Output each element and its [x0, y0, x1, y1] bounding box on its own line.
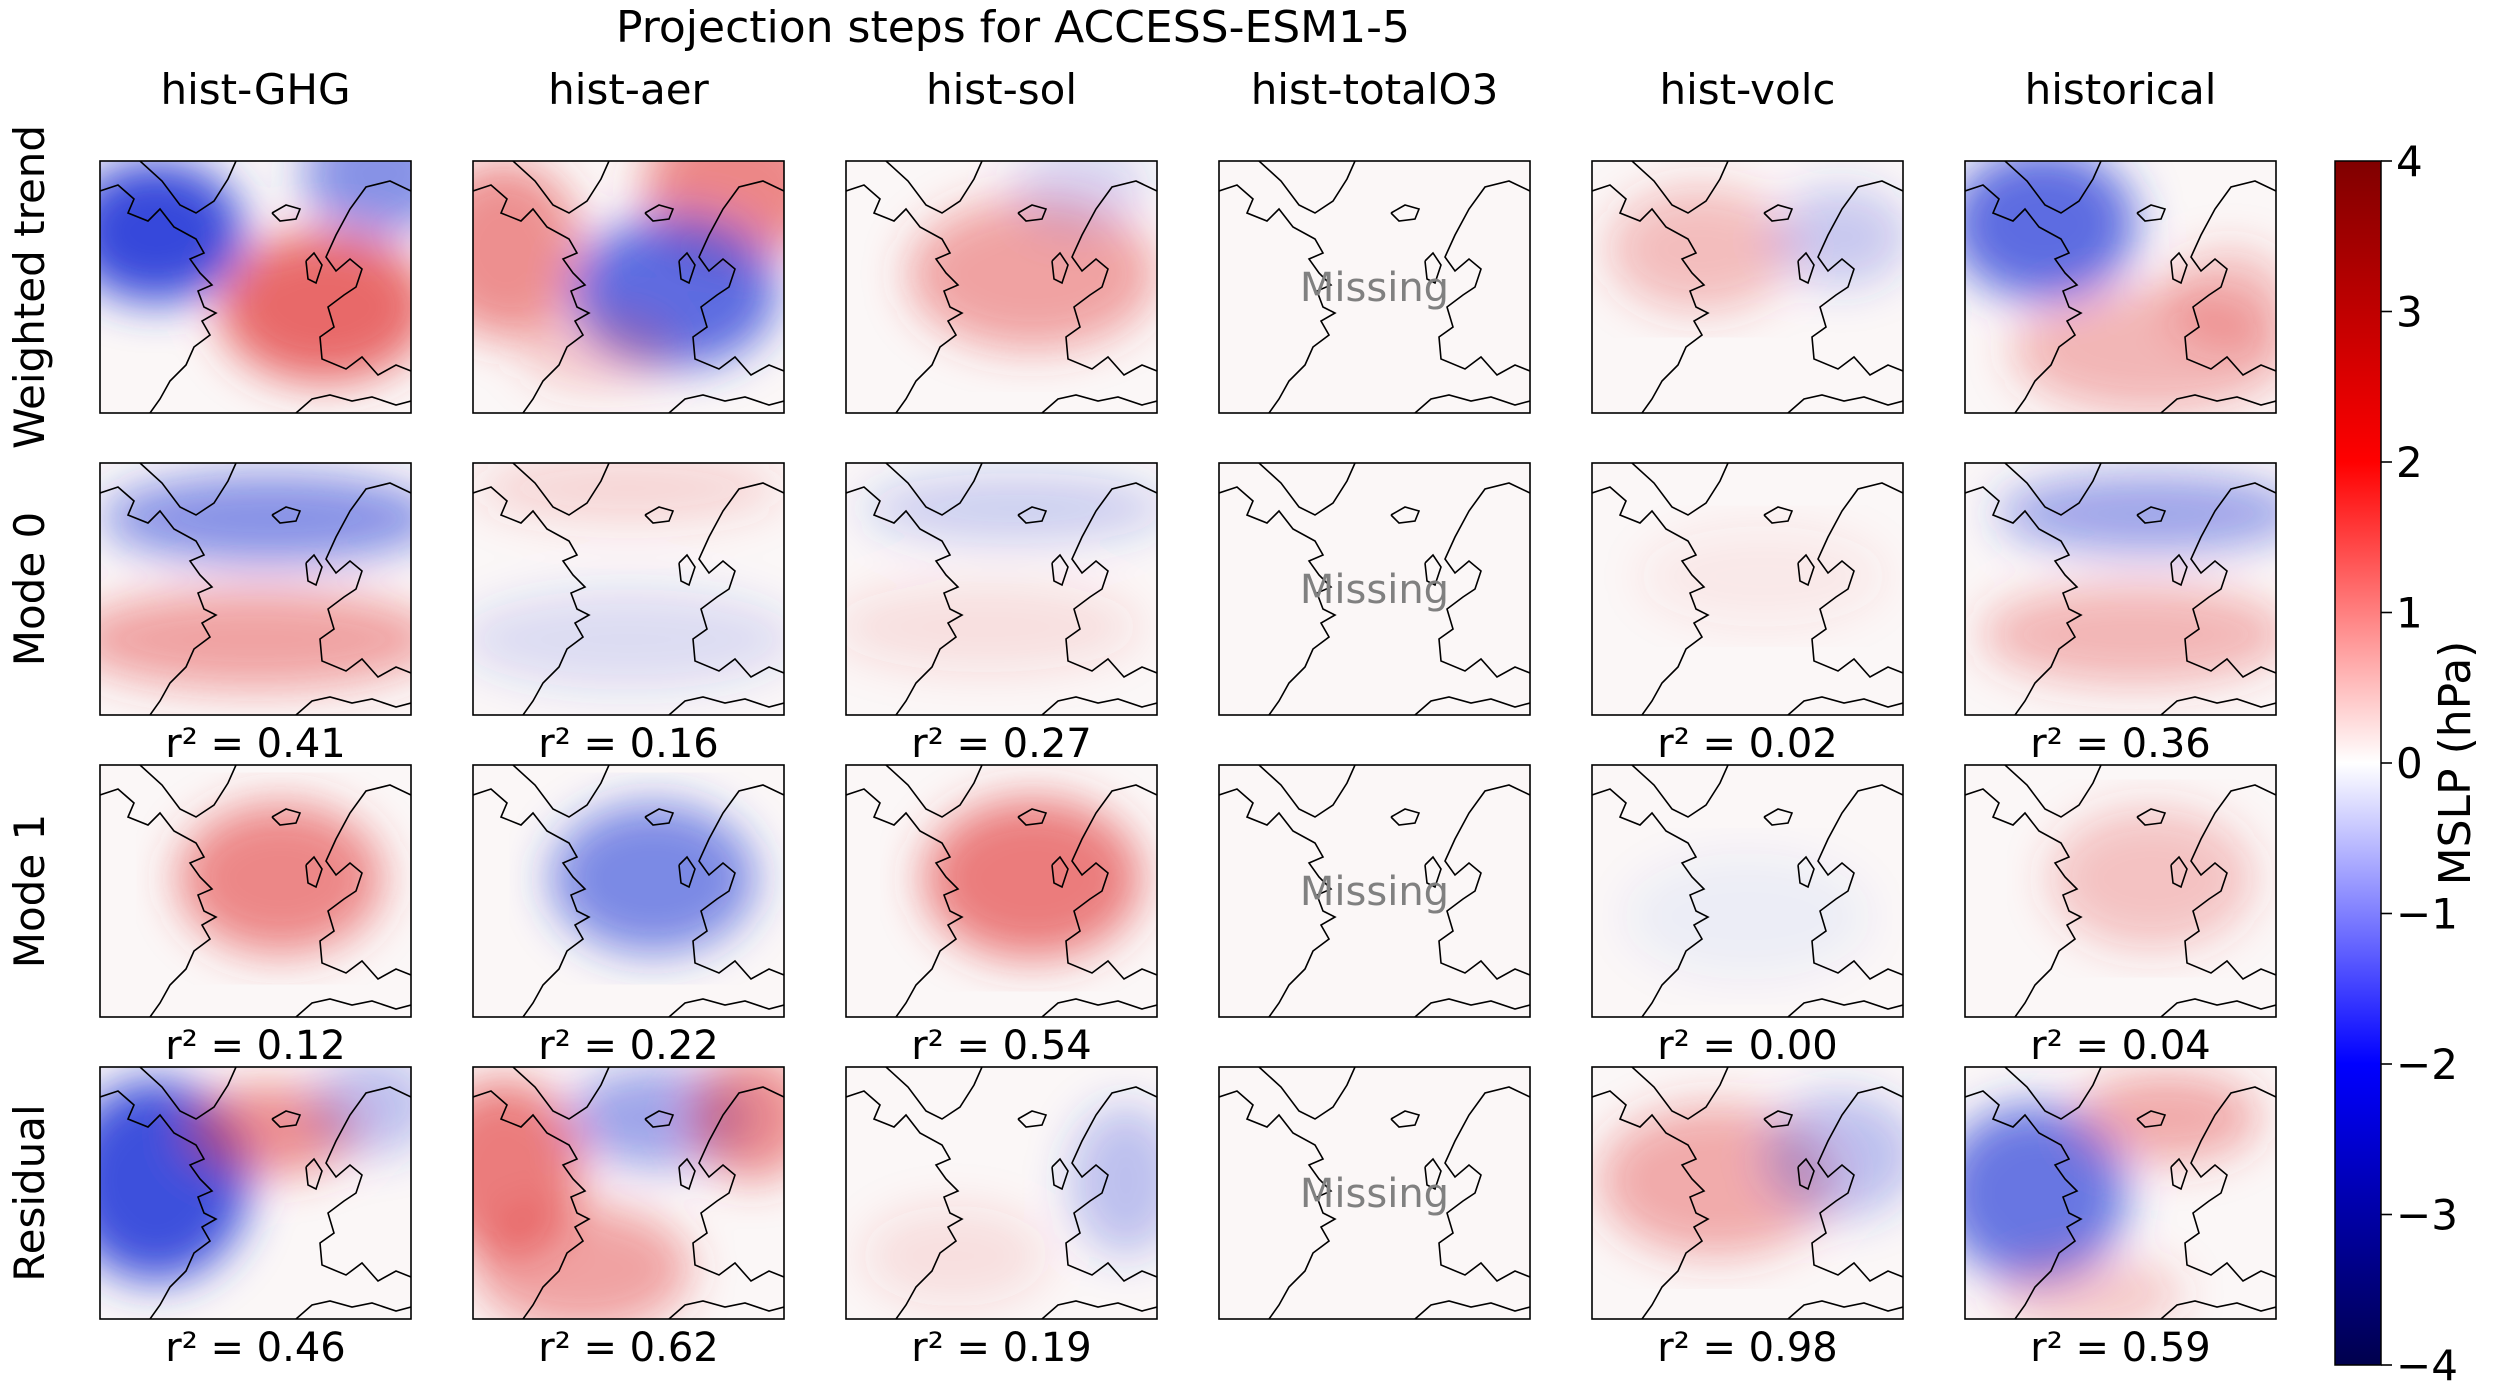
map-panel [63, 1054, 436, 1319]
column-header: hist-GHG [160, 65, 350, 114]
map-panel [830, 463, 1172, 715]
map-panel: Missing [1219, 463, 1530, 715]
row-label: Residual [5, 1104, 54, 1281]
map-panel [1949, 148, 2291, 413]
map-panel [1592, 463, 1903, 715]
anomaly-field [830, 581, 1141, 672]
colorbar: 4 3 2 1 0 −1 −2 −3 −4 MSLP (hPa) [2335, 137, 2481, 1390]
anomaly-field [1949, 148, 2136, 299]
map-panel: Missing [1219, 161, 1530, 413]
anomaly-field [1070, 1105, 1182, 1256]
colorbar-tick-label: −4 [2396, 1341, 2458, 1390]
anomaly-field [1623, 853, 1872, 979]
anomaly-field [1772, 186, 1909, 287]
anomaly-field [1011, 141, 1148, 232]
anomaly-field [1981, 584, 2292, 685]
colorbar-tick-label: 4 [2396, 137, 2423, 186]
missing-label: Missing [1300, 1171, 1449, 1217]
map-panel [1592, 161, 1909, 413]
map-panel [1592, 1067, 1919, 1319]
row-label: Weighted trend [5, 125, 54, 449]
anomaly-field [1639, 526, 1888, 627]
map-panel [69, 463, 442, 715]
map-panel [426, 1054, 815, 1331]
r2-label: r² = 0.46 [165, 1325, 346, 1371]
r2-label: r² = 0.16 [538, 721, 719, 767]
missing-label: Missing [1300, 869, 1449, 915]
colorbar-tick-label: −1 [2396, 890, 2458, 939]
column-header: hist-volc [1660, 65, 1836, 114]
colorbar-gradient [2335, 161, 2381, 1365]
anomaly-field [1763, 1092, 1919, 1218]
anomaly-field [2049, 808, 2254, 949]
anomaly-field [520, 312, 676, 388]
r2-label: r² = 0.00 [1657, 1023, 1838, 1069]
anomaly-field [311, 1054, 435, 1155]
anomaly-field [426, 161, 581, 337]
map-panel [1965, 765, 2276, 1017]
r2-label: r² = 0.12 [165, 1023, 346, 1069]
map-panel [69, 111, 458, 413]
r2-label: r² = 0.36 [2030, 721, 2211, 767]
anomaly-field [302, 111, 458, 237]
map-panel [426, 111, 830, 413]
row-label: Mode 1 [5, 814, 54, 969]
column-header: hist-totalO3 [1251, 65, 1499, 114]
r2-label: r² = 0.41 [165, 721, 346, 767]
r2-label: r² = 0.04 [2030, 1023, 2211, 1069]
r2-label: r² = 0.22 [538, 1023, 719, 1069]
colorbar-tick-label: −3 [2396, 1191, 2458, 1240]
colorbar-tick-label: 3 [2396, 288, 2423, 337]
map-panel [846, 1067, 1182, 1319]
colorbar-tick-label: −2 [2396, 1040, 2458, 1089]
missing-label: Missing [1300, 567, 1449, 613]
missing-label: Missing [1300, 265, 1449, 311]
anomaly-field [69, 589, 442, 690]
map-panel [1592, 765, 1903, 1017]
column-header: historical [2025, 65, 2217, 114]
row-label: Mode 0 [5, 512, 54, 667]
anomaly-field [100, 473, 442, 564]
colorbar-tick-label: 0 [2396, 739, 2423, 788]
map-panel [100, 765, 411, 1017]
anomaly-field [2074, 1072, 2261, 1163]
colorbar-tick-label: 1 [2396, 589, 2423, 638]
map-panel [457, 453, 799, 715]
anomaly-field [862, 1206, 1049, 1307]
r2-label: r² = 0.02 [1657, 721, 1838, 767]
figure-title: Projection steps for ACCESS-ESM1-5 [616, 2, 1410, 53]
map-panel [846, 141, 1157, 413]
r2-label: r² = 0.59 [2030, 1325, 2211, 1371]
r2-label: r² = 0.19 [911, 1325, 1092, 1371]
map-panel [1940, 1067, 2276, 1332]
map-panel: Missing [1219, 1067, 1530, 1319]
colorbar-label: MSLP (hPa) [2430, 641, 2481, 886]
r2-label: r² = 0.98 [1657, 1325, 1838, 1371]
column-header: hist-sol [926, 65, 1077, 114]
anomaly-field [924, 798, 1142, 959]
anomaly-field [1996, 1256, 2183, 1332]
r2-label: r² = 0.54 [911, 1023, 1092, 1069]
map-panel [846, 765, 1157, 1017]
colorbar-tick-label: 2 [2396, 438, 2423, 487]
map-panel [473, 765, 784, 1017]
anomaly-field [473, 1206, 691, 1332]
r2-label: r² = 0.27 [911, 721, 1092, 767]
anomaly-field [69, 161, 243, 302]
map-panel [1965, 463, 2307, 715]
r2-label: r² = 0.62 [538, 1325, 719, 1371]
column-header: hist-aer [548, 65, 709, 114]
map-panel: Missing [1219, 765, 1530, 1017]
anomaly-field [691, 1054, 815, 1180]
